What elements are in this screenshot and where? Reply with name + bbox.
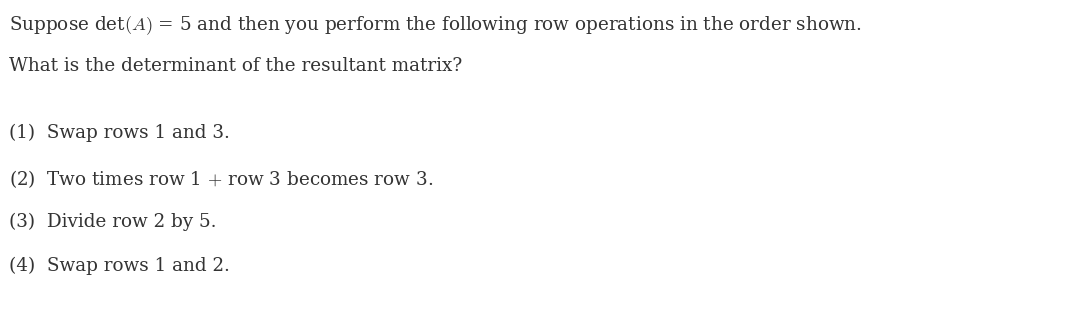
Text: (3)  Divide row 2 by 5.: (3) Divide row 2 by 5.: [9, 212, 216, 231]
Text: (4)  Swap rows 1 and 2.: (4) Swap rows 1 and 2.: [9, 257, 229, 275]
Text: (2)  Two times row 1 $+$ row 3 becomes row 3.: (2) Two times row 1 $+$ row 3 becomes ro…: [9, 168, 433, 190]
Text: Suppose det$(A)$ = 5 and then you perform the following row operations in the or: Suppose det$(A)$ = 5 and then you perfor…: [9, 14, 861, 37]
Text: What is the determinant of the resultant matrix?: What is the determinant of the resultant…: [9, 57, 462, 75]
Text: (1)  Swap rows 1 and 3.: (1) Swap rows 1 and 3.: [9, 124, 229, 142]
